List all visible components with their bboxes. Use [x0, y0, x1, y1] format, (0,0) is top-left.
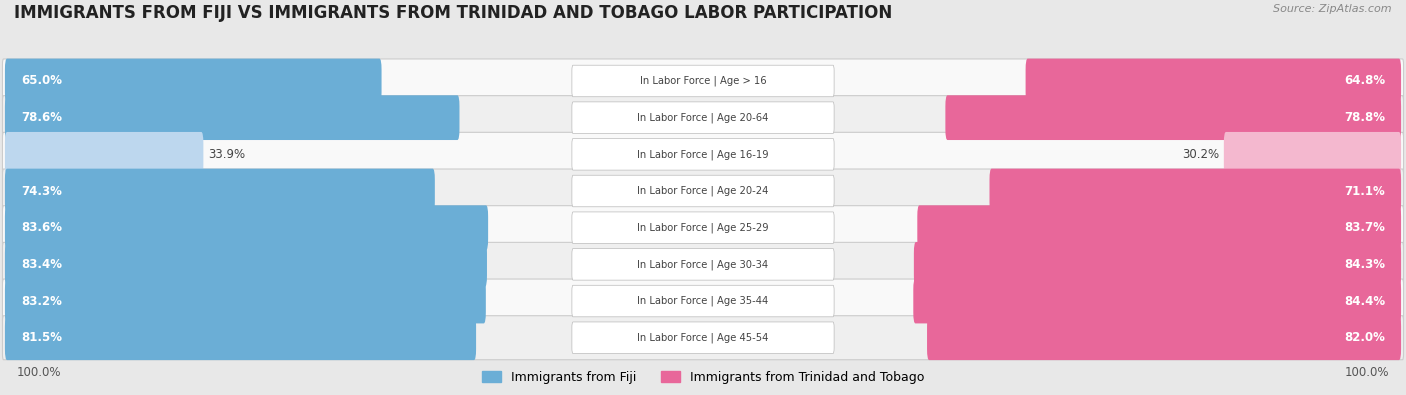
- FancyBboxPatch shape: [917, 205, 1400, 250]
- Text: In Labor Force | Age 35-44: In Labor Force | Age 35-44: [637, 296, 769, 306]
- Text: 84.4%: 84.4%: [1344, 295, 1385, 308]
- FancyBboxPatch shape: [6, 279, 486, 324]
- Text: 83.2%: 83.2%: [21, 295, 62, 308]
- Text: 78.6%: 78.6%: [21, 111, 62, 124]
- Text: 81.5%: 81.5%: [21, 331, 62, 344]
- FancyBboxPatch shape: [3, 59, 1403, 103]
- Text: 100.0%: 100.0%: [17, 366, 62, 379]
- FancyBboxPatch shape: [3, 243, 1403, 286]
- FancyBboxPatch shape: [572, 285, 834, 317]
- Text: 83.7%: 83.7%: [1344, 221, 1385, 234]
- Text: In Labor Force | Age 30-34: In Labor Force | Age 30-34: [637, 259, 769, 270]
- FancyBboxPatch shape: [6, 58, 381, 103]
- Text: In Labor Force | Age 20-64: In Labor Force | Age 20-64: [637, 113, 769, 123]
- Text: 65.0%: 65.0%: [21, 75, 62, 87]
- FancyBboxPatch shape: [572, 139, 834, 170]
- Legend: Immigrants from Fiji, Immigrants from Trinidad and Tobago: Immigrants from Fiji, Immigrants from Tr…: [477, 366, 929, 389]
- Text: 82.0%: 82.0%: [1344, 331, 1385, 344]
- FancyBboxPatch shape: [1025, 58, 1400, 103]
- Text: In Labor Force | Age 25-29: In Labor Force | Age 25-29: [637, 222, 769, 233]
- FancyBboxPatch shape: [6, 315, 477, 360]
- FancyBboxPatch shape: [572, 322, 834, 354]
- FancyBboxPatch shape: [1223, 132, 1400, 177]
- Text: In Labor Force | Age 16-19: In Labor Force | Age 16-19: [637, 149, 769, 160]
- Text: In Labor Force | Age 20-24: In Labor Force | Age 20-24: [637, 186, 769, 196]
- Text: 71.1%: 71.1%: [1344, 184, 1385, 198]
- FancyBboxPatch shape: [572, 248, 834, 280]
- FancyBboxPatch shape: [3, 169, 1403, 213]
- Text: 30.2%: 30.2%: [1182, 148, 1219, 161]
- Text: 78.8%: 78.8%: [1344, 111, 1385, 124]
- FancyBboxPatch shape: [927, 315, 1402, 360]
- Text: Source: ZipAtlas.com: Source: ZipAtlas.com: [1274, 4, 1392, 14]
- FancyBboxPatch shape: [572, 65, 834, 97]
- FancyBboxPatch shape: [6, 242, 486, 287]
- FancyBboxPatch shape: [3, 132, 1403, 176]
- Text: 84.3%: 84.3%: [1344, 258, 1385, 271]
- FancyBboxPatch shape: [572, 102, 834, 134]
- FancyBboxPatch shape: [6, 169, 434, 213]
- FancyBboxPatch shape: [3, 206, 1403, 250]
- FancyBboxPatch shape: [6, 95, 460, 140]
- FancyBboxPatch shape: [3, 279, 1403, 323]
- FancyBboxPatch shape: [3, 96, 1403, 140]
- FancyBboxPatch shape: [572, 175, 834, 207]
- FancyBboxPatch shape: [990, 169, 1402, 213]
- Text: In Labor Force | Age 45-54: In Labor Force | Age 45-54: [637, 333, 769, 343]
- Text: 83.6%: 83.6%: [21, 221, 62, 234]
- Text: IMMIGRANTS FROM FIJI VS IMMIGRANTS FROM TRINIDAD AND TOBAGO LABOR PARTICIPATION: IMMIGRANTS FROM FIJI VS IMMIGRANTS FROM …: [14, 4, 893, 22]
- FancyBboxPatch shape: [945, 95, 1402, 140]
- FancyBboxPatch shape: [914, 242, 1400, 287]
- Text: 64.8%: 64.8%: [1344, 75, 1385, 87]
- FancyBboxPatch shape: [572, 212, 834, 243]
- Text: 74.3%: 74.3%: [21, 184, 62, 198]
- FancyBboxPatch shape: [6, 132, 204, 177]
- FancyBboxPatch shape: [6, 205, 488, 250]
- Text: In Labor Force | Age > 16: In Labor Force | Age > 16: [640, 76, 766, 86]
- Text: 33.9%: 33.9%: [208, 148, 246, 161]
- FancyBboxPatch shape: [3, 316, 1403, 360]
- FancyBboxPatch shape: [914, 279, 1400, 324]
- Text: 83.4%: 83.4%: [21, 258, 62, 271]
- Text: 100.0%: 100.0%: [1344, 366, 1389, 379]
